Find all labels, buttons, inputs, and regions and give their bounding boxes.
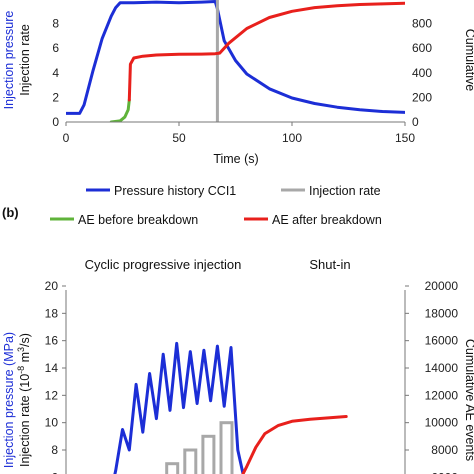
left-tick-label-b: 16 bbox=[45, 334, 59, 348]
legend-item-ae-before: AE before breakdown bbox=[50, 213, 198, 227]
legend-label-rate: Injection rate bbox=[309, 184, 381, 198]
left-tick-label: 4 bbox=[52, 66, 59, 80]
legend-item-pressure: Pressure history CCI1 bbox=[86, 184, 236, 198]
rate-label-exp: -8 bbox=[16, 366, 26, 374]
x-tick-label: 100 bbox=[282, 131, 302, 145]
left-tick-label-b: 14 bbox=[45, 361, 59, 375]
legend-label-pressure: Pressure history CCI1 bbox=[114, 184, 236, 198]
series-ae-after-breakdown bbox=[127, 1, 405, 102]
panel-b-series bbox=[113, 341, 348, 474]
legend-label-ae-before: AE before breakdown bbox=[78, 213, 198, 227]
right-tick-label-b: 20000 bbox=[425, 279, 459, 293]
right-axis-ticks: 0 200 400 600 800 bbox=[412, 17, 432, 129]
left-tick-label-b: 8 bbox=[51, 443, 58, 457]
left-tick-label-b: 12 bbox=[45, 388, 59, 402]
left-axis-ticks-b: 6 8 10 12 14 16 18 20 bbox=[45, 279, 66, 474]
injection-rate-bar bbox=[219, 421, 234, 474]
phase-label-shutin: Shut-in bbox=[309, 257, 350, 272]
injection-rate-bar bbox=[201, 434, 216, 474]
chart-panel-a: 0 50 100 150 0 2 4 6 8 0 200 400 600 800 Injection … bbox=[2, 0, 474, 166]
left-tick-label: 0 bbox=[52, 115, 59, 129]
series-b-ae-after-breakdown bbox=[241, 415, 348, 474]
legend-item-rate: Injection rate bbox=[281, 184, 381, 198]
series-pressure-history-cci1 bbox=[66, 0, 405, 115]
left-tick-label-b: 18 bbox=[45, 306, 59, 320]
phase-label-cyclic: Cyclic progressive injection bbox=[85, 257, 242, 272]
panel-b-label: (b) bbox=[2, 205, 19, 220]
right-tick-label: 600 bbox=[412, 41, 432, 55]
injection-rate-bars bbox=[165, 421, 234, 474]
right-axis-label-b: Cumulative AE events bbox=[463, 339, 474, 461]
left-tick-label-b: 6 bbox=[51, 470, 58, 474]
injection-rate-bar bbox=[183, 448, 198, 474]
right-tick-label-b: 8000 bbox=[431, 443, 458, 457]
series-b-pressure-history-cci1 bbox=[113, 341, 245, 474]
left-tick-label: 6 bbox=[52, 41, 59, 55]
rate-label-part-3: /s) bbox=[18, 333, 32, 347]
right-tick-label: 0 bbox=[412, 115, 419, 129]
right-tick-label-b: 14000 bbox=[425, 361, 459, 375]
injection-rate-bar bbox=[165, 462, 180, 474]
panel-a-series bbox=[66, 0, 405, 122]
left-axis-label-pressure-b: Injection pressure (MPa) bbox=[2, 332, 16, 468]
right-tick-label-b: 18000 bbox=[425, 306, 459, 320]
right-tick-label: 400 bbox=[412, 66, 432, 80]
x-tick-label: 0 bbox=[63, 131, 70, 145]
chart-panel-b: Cyclic progressive injection Shut-in 6 8 1… bbox=[2, 257, 474, 474]
series-ae-before-breakdown bbox=[109, 98, 131, 122]
right-axis-ticks-b: 6000 8000 10000 12000 14000 16000 18000 20000 bbox=[405, 279, 458, 474]
x-axis-ticks: 0 50 100 150 bbox=[63, 122, 415, 145]
legend-label-ae-after: AE after breakdown bbox=[272, 213, 382, 227]
x-tick-label: 50 bbox=[172, 131, 186, 145]
legend-item-ae-after: AE after breakdown bbox=[244, 213, 382, 227]
right-tick-label-b: 12000 bbox=[425, 388, 459, 402]
right-tick-label: 800 bbox=[412, 17, 432, 31]
rate-label-part-2: m bbox=[18, 352, 32, 366]
left-tick-label-b: 10 bbox=[45, 416, 59, 430]
right-tick-label-b: 16000 bbox=[425, 334, 459, 348]
left-axis-ticks: 0 2 4 6 8 bbox=[52, 17, 59, 129]
right-tick-label-b: 6000 bbox=[431, 470, 458, 474]
x-axis-label: Time (s) bbox=[213, 152, 258, 166]
rate-label-part-1: Injection rate (10 bbox=[18, 374, 32, 467]
left-tick-label-b: 20 bbox=[45, 279, 59, 293]
x-tick-label: 150 bbox=[395, 131, 415, 145]
left-axis-label-pressure: Injection pressure bbox=[2, 11, 16, 110]
right-tick-label: 200 bbox=[412, 90, 432, 104]
left-axis-label-rate-b: Injection rate (10-8 m3/s) bbox=[16, 333, 32, 467]
left-tick-label: 8 bbox=[52, 17, 59, 31]
rate-label-exp2: 3 bbox=[16, 347, 26, 352]
left-axis-label-rate: Injection rate bbox=[18, 24, 32, 96]
right-axis-label: Cumulative bbox=[463, 29, 474, 92]
right-tick-label-b: 10000 bbox=[425, 416, 459, 430]
legend: Pressure history CCI1 Injection rate AE … bbox=[50, 184, 382, 227]
left-tick-label: 2 bbox=[52, 90, 59, 104]
